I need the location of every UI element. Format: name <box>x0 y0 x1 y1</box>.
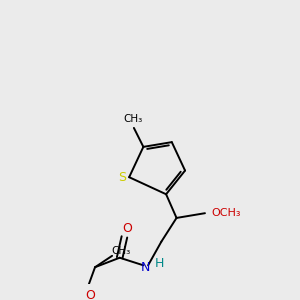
Text: OCH₃: OCH₃ <box>211 208 241 218</box>
Text: N: N <box>141 261 150 274</box>
Text: H: H <box>155 257 164 270</box>
Text: O: O <box>122 222 132 235</box>
Text: CH₃: CH₃ <box>123 114 142 124</box>
Text: CH₃: CH₃ <box>111 246 130 256</box>
Text: S: S <box>118 171 127 184</box>
Text: O: O <box>85 289 95 300</box>
